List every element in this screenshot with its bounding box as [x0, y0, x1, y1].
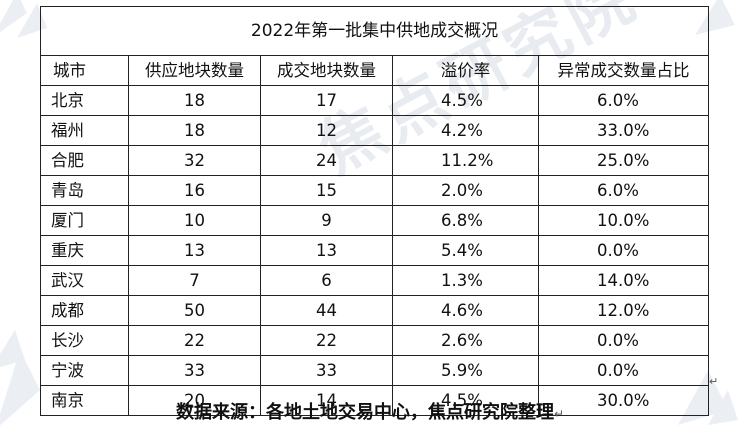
cell-abnormal-ratio: 0.0%: [537, 355, 710, 386]
column-header-premium-rate: 溢价率: [392, 55, 539, 86]
cell-premium-rate: 2.6%: [392, 325, 539, 356]
cell-supplied-plots: 33: [128, 355, 261, 386]
cell-supplied-plots: 16: [128, 175, 261, 206]
cell-city: 青岛: [40, 175, 129, 206]
paragraph-mark: ↵: [553, 407, 565, 421]
cell-transacted-plots: 22: [260, 325, 393, 356]
cell-abnormal-ratio: 0.0%: [537, 235, 710, 266]
table-row: 南京 20 14 4.5% 30.0%: [40, 385, 710, 416]
cell-transacted-plots: 24: [260, 145, 393, 176]
cell-premium-rate: 5.9%: [392, 355, 539, 386]
column-header-abnormal-ratio: 异常成交数量占比: [537, 55, 710, 86]
cell-premium-rate: 4.5%: [392, 385, 539, 416]
cell-transacted-plots: 33: [260, 355, 393, 386]
cell-supplied-plots: 22: [128, 325, 261, 356]
cell-supplied-plots: 32: [128, 145, 261, 176]
cell-city: 南京: [40, 385, 129, 416]
cell-city: 宁波: [40, 355, 129, 386]
cell-supplied-plots: 50: [128, 295, 261, 326]
table-row: 成都 50 44 4.6% 12.0%: [40, 295, 710, 326]
cell-city: 重庆: [40, 235, 129, 266]
cell-abnormal-ratio: 12.0%: [537, 295, 710, 326]
cell-city: 福州: [40, 115, 129, 146]
cell-city: 北京: [40, 85, 129, 116]
table-row: 青岛 16 15 2.0% 6.0%: [40, 175, 710, 206]
cell-transacted-plots: 13: [260, 235, 393, 266]
table-row: 长沙 22 22 2.6% 0.0%: [40, 325, 710, 356]
cell-transacted-plots: 6: [260, 265, 393, 296]
cell-premium-rate: 4.2%: [392, 115, 539, 146]
cell-city: 成都: [40, 295, 129, 326]
cell-supplied-plots: 18: [128, 115, 261, 146]
cell-city: 合肥: [40, 145, 129, 176]
cell-abnormal-ratio: 6.0%: [537, 85, 710, 116]
cell-transacted-plots: 44: [260, 295, 393, 326]
cell-transacted-plots: 17: [260, 85, 393, 116]
column-header-city: 城市: [40, 55, 129, 86]
table-row: 福州 18 12 4.2% 33.0%: [40, 115, 710, 146]
cell-premium-rate: 1.3%: [392, 265, 539, 296]
cell-abnormal-ratio: 30.0%: [537, 385, 710, 416]
table-row: 合肥 32 24 11.2% 25.0%: [40, 145, 710, 176]
watermark-logo-icon: [0, 330, 40, 426]
cell-supplied-plots: 20: [128, 385, 261, 416]
cell-city: 武汉: [40, 265, 129, 296]
cell-premium-rate: 2.0%: [392, 175, 539, 206]
source-note-text: 数据来源：各地土地交易中心，焦点研究院整理: [175, 402, 554, 423]
cell-abnormal-ratio: 0.0%: [537, 325, 710, 356]
cell-abnormal-ratio: 25.0%: [537, 145, 710, 176]
column-header-supplied-plots: 供应地块数量: [128, 55, 261, 86]
cell-abnormal-ratio: 10.0%: [537, 205, 710, 236]
cell-abnormal-ratio: 33.0%: [537, 115, 710, 146]
watermark-logo-icon: [0, 0, 47, 38]
cell-abnormal-ratio: 6.0%: [537, 175, 710, 206]
cell-supplied-plots: 7: [128, 265, 261, 296]
land-supply-table: 2022年第一批集中供地成交概况 城市 供应地块数量 成交地块数量 溢价率 异常…: [39, 6, 710, 416]
column-header-transacted-plots: 成交地块数量: [260, 55, 393, 86]
cell-transacted-plots: 9: [260, 205, 393, 236]
cell-transacted-plots: 15: [260, 175, 393, 206]
cell-city: 长沙: [40, 325, 129, 356]
cell-premium-rate: 4.5%: [392, 85, 539, 116]
cell-premium-rate: 4.6%: [392, 295, 539, 326]
cell-transacted-plots: 12: [260, 115, 393, 146]
source-note: 数据来源：各地土地交易中心，焦点研究院整理↵: [0, 398, 740, 424]
cell-supplied-plots: 18: [128, 85, 261, 116]
table-row: 厦门 10 9 6.8% 10.0%: [40, 205, 710, 236]
cell-abnormal-ratio: 14.0%: [537, 265, 710, 296]
cell-transacted-plots: 14: [260, 385, 393, 416]
table-row: 宁波 33 33 5.9% 0.0%: [40, 355, 710, 386]
table-title-row: 2022年第一批集中供地成交概况: [39, 6, 710, 56]
cell-supplied-plots: 13: [128, 235, 261, 266]
table-row: 重庆 13 13 5.4% 0.0%: [40, 235, 710, 266]
table-title: 2022年第一批集中供地成交概况: [39, 6, 710, 56]
cell-premium-rate: 11.2%: [392, 145, 539, 176]
cell-premium-rate: 5.4%: [392, 235, 539, 266]
cell-supplied-plots: 10: [128, 205, 261, 236]
table-header-row: 城市 供应地块数量 成交地块数量 溢价率 异常成交数量占比: [40, 55, 710, 86]
paragraph-mark: ↵: [709, 375, 719, 388]
cell-premium-rate: 6.8%: [392, 205, 539, 236]
table-row: 北京 18 17 4.5% 6.0%: [40, 85, 710, 116]
table-row: 武汉 7 6 1.3% 14.0%: [40, 265, 710, 296]
cell-city: 厦门: [40, 205, 129, 236]
